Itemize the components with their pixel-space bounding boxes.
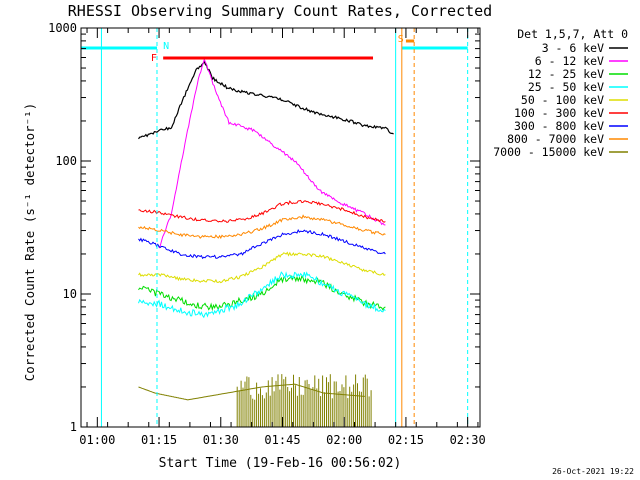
legend-label: 25 - 50 keV <box>528 80 604 94</box>
legend-label: 6 - 12 keV <box>535 54 604 68</box>
legend-label: 7000 - 15000 keV <box>493 145 604 159</box>
series-line <box>158 57 386 249</box>
x-tick-label: 02:15 <box>388 433 424 447</box>
x-tick-label: 01:30 <box>203 433 239 447</box>
legend-label: 12 - 25 keV <box>528 67 604 81</box>
y-tick-label: 1 <box>70 420 77 434</box>
series-line <box>138 60 394 140</box>
y-axis-label: Corrected Count Rate (s⁻¹ detector⁻¹) <box>22 103 37 381</box>
x-tick-label: 02:00 <box>326 433 362 447</box>
legend-title: Det 1,5,7, Att 0 <box>517 27 628 41</box>
marker-label: F <box>151 53 157 64</box>
x-tick-label: 01:15 <box>141 433 177 447</box>
series-line <box>138 199 386 223</box>
x-tick-label: 01:00 <box>79 433 115 447</box>
legend-label: 50 - 100 keV <box>521 93 604 107</box>
series-line <box>138 251 386 284</box>
y-tick-label: 10 <box>63 287 77 301</box>
x-tick-label: 01:45 <box>264 433 300 447</box>
marker-label: S <box>398 34 404 45</box>
x-tick-label: 02:30 <box>450 433 486 447</box>
chart-title: RHESSI Observing Summary Count Rates, Co… <box>68 2 492 20</box>
plot-frame: 1 10 100 1000 01:00 01:15 01:30 01:45 02:00 02:15… <box>48 21 486 447</box>
timestamp: 26-Oct-2021 19:22 <box>552 467 634 476</box>
plot-area: NF S <box>81 28 469 427</box>
marker-label: N <box>163 41 169 52</box>
series-line <box>138 229 386 260</box>
series-line <box>138 271 386 319</box>
legend-label: 300 - 800 keV <box>514 119 604 133</box>
plot-border <box>80 27 481 428</box>
legend-label: 100 - 300 keV <box>514 106 604 120</box>
y-tick-label: 100 <box>55 154 77 168</box>
legend-label: 3 - 6 keV <box>542 41 604 55</box>
legend-label: 800 - 7000 keV <box>507 132 604 146</box>
series-line <box>138 214 386 240</box>
y-tick-label: 1000 <box>48 21 77 35</box>
x-axis-label: Start Time (19-Feb-16 00:56:02) <box>159 456 402 471</box>
